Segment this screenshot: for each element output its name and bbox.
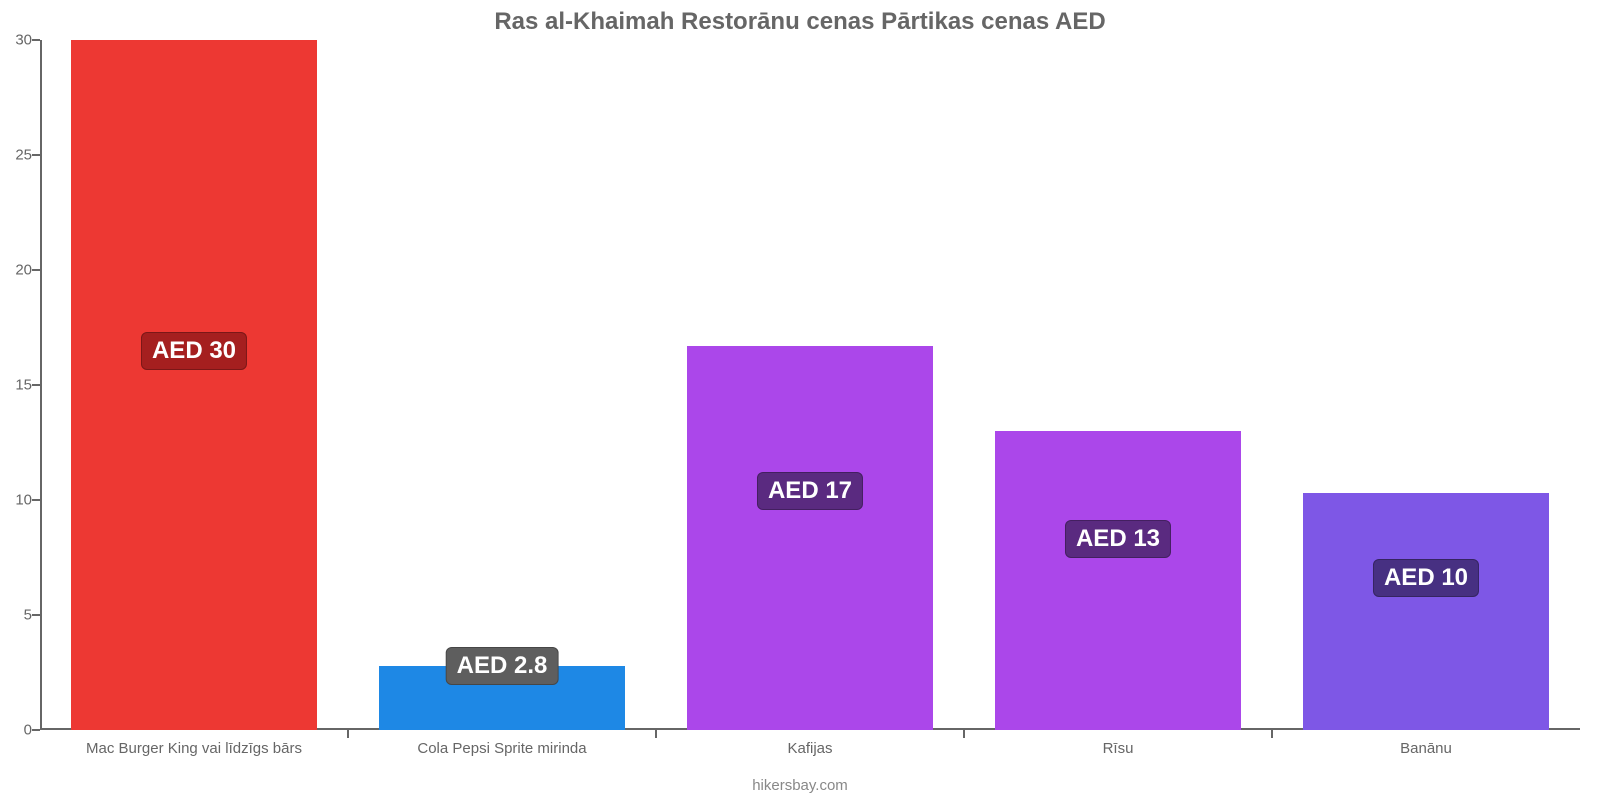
y-tick [32,384,40,386]
x-category-label: Mac Burger King vai līdzīgs bārs [86,740,302,757]
y-tick-label: 5 [24,607,32,624]
x-tick [655,730,657,738]
y-tick [32,614,40,616]
y-tick-label: 20 [15,262,32,279]
chart-footer: hikersbay.com [0,777,1600,794]
x-tick [347,730,349,738]
x-category-label: Cola Pepsi Sprite mirinda [417,740,586,757]
x-tick [1271,730,1273,738]
value-badge: AED 10 [1373,559,1479,597]
bar [687,346,933,730]
bar [1303,493,1549,730]
y-tick [32,39,40,41]
value-badge: AED 2.8 [446,647,559,685]
x-tick [963,730,965,738]
bar [995,431,1241,730]
value-badge: AED 13 [1065,520,1171,558]
y-tick-label: 10 [15,492,32,509]
y-axis [40,40,42,730]
value-badge: AED 17 [757,472,863,510]
x-category-label: Rīsu [1103,740,1134,757]
chart-title: Ras al-Khaimah Restorānu cenas Pārtikas … [0,8,1600,36]
y-tick [32,729,40,731]
y-tick [32,499,40,501]
y-tick [32,154,40,156]
x-category-label: Banānu [1400,740,1452,757]
y-tick-label: 0 [24,722,32,739]
y-tick-label: 15 [15,377,32,394]
bar [71,40,317,730]
y-tick-label: 30 [15,32,32,49]
y-tick-label: 25 [15,147,32,164]
value-badge: AED 30 [141,332,247,370]
plot-area: AED 30 AED 2.8 AED 17 AED 13 AED 10 [40,40,1580,730]
x-category-label: Kafijas [787,740,832,757]
y-tick [32,269,40,271]
